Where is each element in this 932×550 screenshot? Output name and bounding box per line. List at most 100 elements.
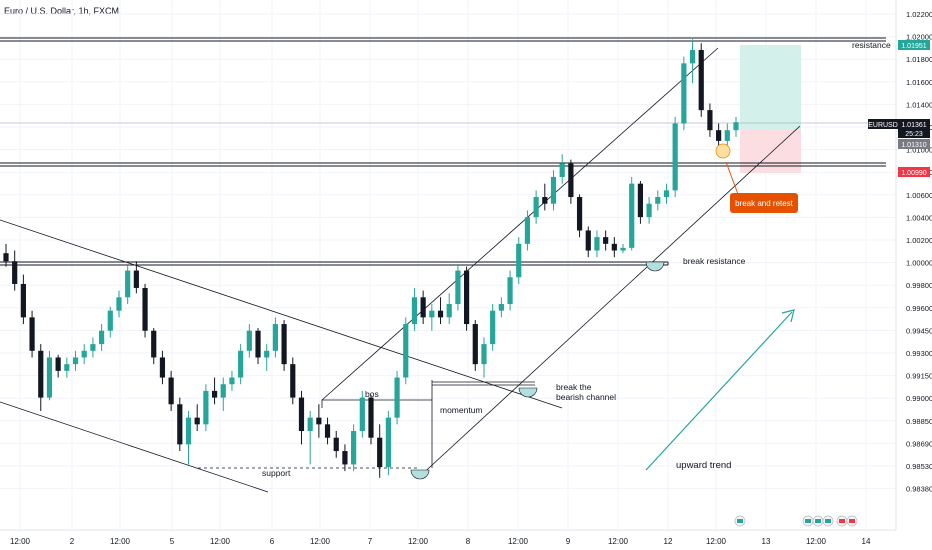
candle-body[interactable] [281,324,287,365]
candle-body[interactable] [472,324,478,365]
candle-body[interactable] [550,176,557,204]
price-tag-price [898,119,930,129]
candle-body[interactable] [324,424,331,438]
candle-body[interactable] [90,344,96,351]
candle-body[interactable] [359,397,365,432]
candle-body[interactable] [689,49,696,64]
candle-body[interactable] [142,287,148,331]
candle-body[interactable] [316,417,322,425]
candle-body[interactable] [411,297,418,325]
candle-body[interactable] [38,350,44,398]
candle-body[interactable] [3,253,9,262]
candle-body[interactable] [437,310,444,318]
candle-body[interactable] [81,350,87,358]
candle-body[interactable] [420,297,426,318]
candle-body[interactable] [133,270,139,288]
bearish-channel-top[interactable] [0,219,563,409]
candle-body[interactable] [307,417,313,432]
candle-body[interactable] [707,110,713,131]
candle-body[interactable] [220,384,226,398]
candle-body[interactable] [620,247,626,251]
candle-body[interactable] [663,190,670,198]
candle-body[interactable] [298,397,305,432]
candle-body[interactable] [55,357,61,371]
candle-body[interactable] [116,297,122,311]
candle-body[interactable] [507,277,513,304]
candle-body[interactable] [185,417,192,445]
candle-body[interactable] [559,163,565,177]
candle-body[interactable] [698,49,704,111]
candle-body[interactable] [594,237,600,251]
candle-body[interactable] [394,377,400,418]
candle-body[interactable] [516,243,522,278]
candle-body[interactable] [125,270,131,298]
candle-body[interactable] [238,350,244,378]
candle-body[interactable] [246,330,252,351]
candle-body[interactable] [351,431,357,465]
candle-body[interactable] [498,304,504,311]
candle-body[interactable] [29,317,35,351]
candle-body[interactable] [203,390,209,425]
event-flag-mark [737,519,743,523]
candle-body[interactable] [611,243,617,251]
candle-body[interactable] [655,197,661,204]
y-tick-label: 1.00600 [906,191,932,200]
take-profit-zone[interactable] [740,45,801,129]
candle-body[interactable] [159,357,166,378]
candle-body[interactable] [385,417,391,468]
candle-body[interactable] [716,130,722,141]
candle-body[interactable] [490,310,496,345]
candle-body[interactable] [264,350,270,358]
candle-body[interactable] [333,437,339,452]
price-tag-timer [898,128,930,138]
candle-body[interactable] [211,390,218,398]
candle-body[interactable] [455,270,461,304]
candle-body[interactable] [98,330,105,345]
candle-body[interactable] [585,230,591,251]
callout-box[interactable] [730,193,798,213]
candle-body[interactable] [542,197,548,204]
upward-trend-arrow[interactable] [645,311,793,471]
ascending-channel-top[interactable] [321,47,719,401]
candle-body[interactable] [20,283,26,318]
candle-body[interactable] [107,310,113,331]
candle-body[interactable] [533,197,539,218]
candle-body[interactable] [342,451,348,465]
candle-body[interactable] [64,364,70,371]
candle-body[interactable] [463,270,470,325]
candle-body[interactable] [72,357,79,365]
candle-body[interactable] [151,330,157,358]
candle-body[interactable] [229,377,235,385]
candle-body[interactable] [403,324,409,378]
candle-body[interactable] [177,404,183,445]
candle-body[interactable] [576,197,583,231]
y-tick-label: 1.01400 [906,100,932,109]
candle-body[interactable] [168,377,174,405]
ascending-channel-bottom[interactable] [417,125,801,479]
candle-body[interactable] [255,330,261,358]
candle-body[interactable] [568,163,574,198]
bearish-channel-bottom[interactable] [0,401,269,493]
candle-body[interactable] [12,261,18,284]
candle-body[interactable] [481,344,487,365]
candle-body[interactable] [672,123,678,191]
candle-body[interactable] [368,397,374,438]
candle-body[interactable] [724,130,730,141]
candle-body[interactable] [446,304,452,318]
candle-body[interactable] [629,183,635,248]
bos-line[interactable] [321,399,432,408]
candle-body[interactable] [603,237,609,244]
candle-body[interactable] [429,310,435,318]
candle-body[interactable] [194,417,200,425]
candle-body[interactable] [290,364,296,398]
candle-body[interactable] [377,437,383,468]
candle-body[interactable] [646,203,652,218]
candle-body[interactable] [272,324,279,351]
candle-body[interactable] [637,183,644,218]
candle-body[interactable] [46,357,53,398]
candle-body[interactable] [681,63,687,124]
candle-body[interactable] [524,217,531,244]
candle-body[interactable] [733,122,739,131]
